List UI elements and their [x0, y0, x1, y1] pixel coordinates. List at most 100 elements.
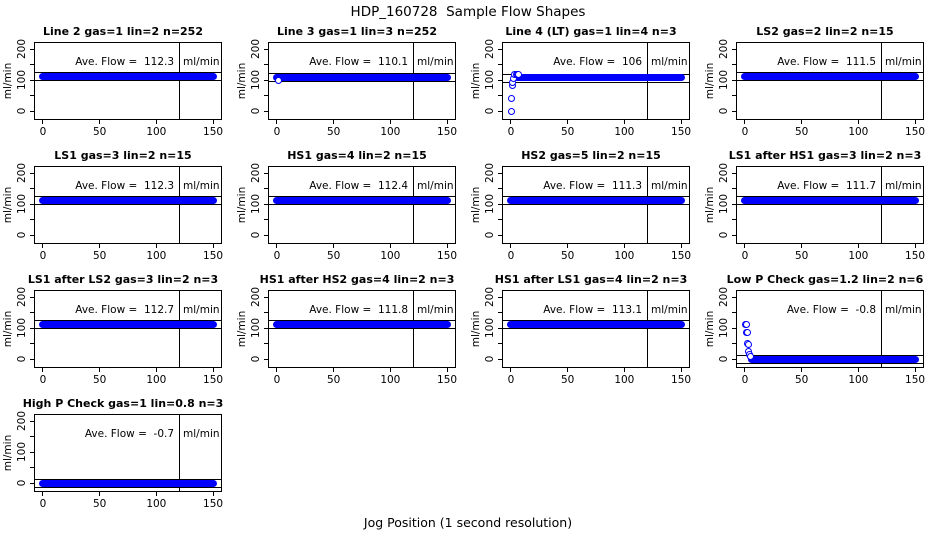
- ave-flow-annotation: Ave. Flow = 112.4: [309, 180, 409, 192]
- tolerance-line: [737, 204, 923, 206]
- plot-area: Ave. Flow = 111.5 ml/min: [736, 42, 924, 120]
- tolerance-line: [503, 327, 689, 329]
- y-tick-mark: [732, 219, 736, 221]
- ave-flow-unit: ml/min: [885, 304, 922, 316]
- y-tick-mark: [498, 358, 502, 360]
- y-tick-mark: [732, 312, 736, 314]
- data-point: [508, 94, 516, 102]
- x-tick-label: 100: [614, 374, 635, 386]
- x-tick-label: 0: [39, 126, 47, 138]
- y-tick-mark: [30, 467, 34, 469]
- y-tick-label: 100: [16, 318, 28, 339]
- y-axis-unit-label: ml/min: [236, 62, 248, 100]
- y-tick-mark: [732, 358, 736, 360]
- x-tick-label: 150: [437, 374, 458, 386]
- ave-flow-annotation: Ave. Flow = 111.7: [777, 180, 877, 192]
- y-tick-label: 100: [250, 70, 262, 91]
- ave-flow-annotation: Ave. Flow = 113.1: [543, 304, 643, 316]
- y-tick-label: 0: [484, 107, 496, 115]
- y-tick-mark: [30, 327, 34, 329]
- plot-area: Ave. Flow = 112.3 ml/min: [34, 42, 222, 120]
- vertical-ref-line: [412, 43, 414, 119]
- y-tick-mark: [264, 172, 268, 174]
- x-tick-label: 50: [326, 250, 341, 262]
- subplot-title: LS2 gas=2 lin=2 n=15: [756, 25, 894, 38]
- y-tick-mark: [498, 343, 502, 345]
- x-tick-label: 50: [92, 126, 107, 138]
- tolerance-line: [269, 203, 455, 205]
- x-tick-label: 50: [326, 126, 341, 138]
- y-tick-label: 100: [484, 194, 496, 215]
- subplot-title: Low P Check gas=1.2 lin=2 n=6: [726, 273, 924, 286]
- tolerance-line: [503, 204, 689, 206]
- subplot: Line 3 gas=1 lin=3 n=252 Ave. Flow = 110…: [234, 22, 468, 146]
- x-tick-label: 0: [507, 126, 515, 138]
- subplot: High P Check gas=1 lin=0.8 n=3 Ave. Flow…: [0, 394, 234, 518]
- y-tick-label: 200: [250, 287, 262, 308]
- vertical-ref-line: [412, 167, 414, 243]
- y-tick-mark: [498, 188, 502, 190]
- vertical-ref-line: [412, 291, 414, 367]
- y-tick-label: 100: [250, 194, 262, 215]
- ave-flow-annotation: Ave. Flow = 110.1: [309, 56, 409, 68]
- tolerance-line: [35, 327, 221, 329]
- x-tick-mark: [446, 120, 448, 124]
- x-tick-label: 0: [507, 374, 515, 386]
- x-tick-label: 150: [203, 250, 224, 262]
- y-tick-mark: [30, 172, 34, 174]
- data-point-band: [38, 72, 218, 80]
- x-tick-mark: [333, 368, 335, 372]
- x-axis-title: Jog Position (1 second resolution): [363, 515, 573, 530]
- x-tick-label: 50: [560, 126, 575, 138]
- x-tick-label: 50: [794, 126, 809, 138]
- y-tick-mark: [498, 172, 502, 174]
- y-tick-mark: [30, 358, 34, 360]
- x-tick-label: 100: [614, 250, 635, 262]
- x-tick-label: 100: [380, 374, 401, 386]
- tolerance-line: [35, 79, 221, 81]
- y-tick-mark: [732, 48, 736, 50]
- ave-flow-unit: ml/min: [885, 180, 922, 192]
- x-tick-label: 150: [437, 126, 458, 138]
- vertical-ref-line: [178, 415, 180, 491]
- x-tick-label: 100: [146, 250, 167, 262]
- x-tick-mark: [510, 244, 512, 248]
- plot-area: Ave. Flow = 110.1 ml/min: [268, 42, 456, 120]
- plot-area: Ave. Flow = 112.3 ml/min: [34, 166, 222, 244]
- y-tick-label: 200: [16, 39, 28, 60]
- data-point: [514, 71, 522, 79]
- y-tick-mark: [732, 110, 736, 112]
- x-tick-mark: [744, 244, 746, 248]
- ave-flow-annotation: Ave. Flow = 111.3: [543, 180, 643, 192]
- y-tick-mark: [732, 79, 736, 81]
- tolerance-line: [737, 354, 923, 356]
- x-tick-label: 0: [273, 374, 281, 386]
- y-tick-mark: [30, 234, 34, 236]
- y-tick-mark: [30, 296, 34, 298]
- y-tick-mark: [264, 203, 268, 205]
- x-tick-mark: [744, 368, 746, 372]
- ave-flow-annotation: Ave. Flow = 111.8: [309, 304, 409, 316]
- x-tick-label: 50: [92, 498, 107, 510]
- subplot-title: HS1 after LS1 gas=4 lin=2 n=3: [494, 273, 688, 286]
- x-tick-mark: [155, 368, 157, 372]
- x-tick-mark: [567, 368, 569, 372]
- x-tick-label: 100: [146, 374, 167, 386]
- y-tick-label: 100: [718, 318, 730, 339]
- y-tick-mark: [30, 48, 34, 50]
- plot-area: Ave. Flow = 112.7 ml/min: [34, 290, 222, 368]
- subplot-title: Line 3 gas=1 lin=3 n=252: [276, 25, 437, 38]
- x-tick-mark: [680, 368, 682, 372]
- y-tick-label: 200: [484, 163, 496, 184]
- y-tick-mark: [264, 358, 268, 360]
- ave-flow-annotation: Ave. Flow = -0.7: [84, 428, 175, 440]
- y-tick-label: 100: [250, 318, 262, 339]
- y-tick-mark: [732, 95, 736, 97]
- plot-area: Ave. Flow = 111.8 ml/min: [268, 290, 456, 368]
- data-point-band: [272, 73, 452, 81]
- subplot: HS1 gas=4 lin=2 n=15 Ave. Flow = 112.4 ml…: [234, 146, 468, 270]
- y-tick-label: 200: [484, 287, 496, 308]
- subplot: Line 2 gas=1 lin=2 n=252 Ave. Flow = 112…: [0, 22, 234, 146]
- ave-flow-unit: ml/min: [183, 428, 220, 440]
